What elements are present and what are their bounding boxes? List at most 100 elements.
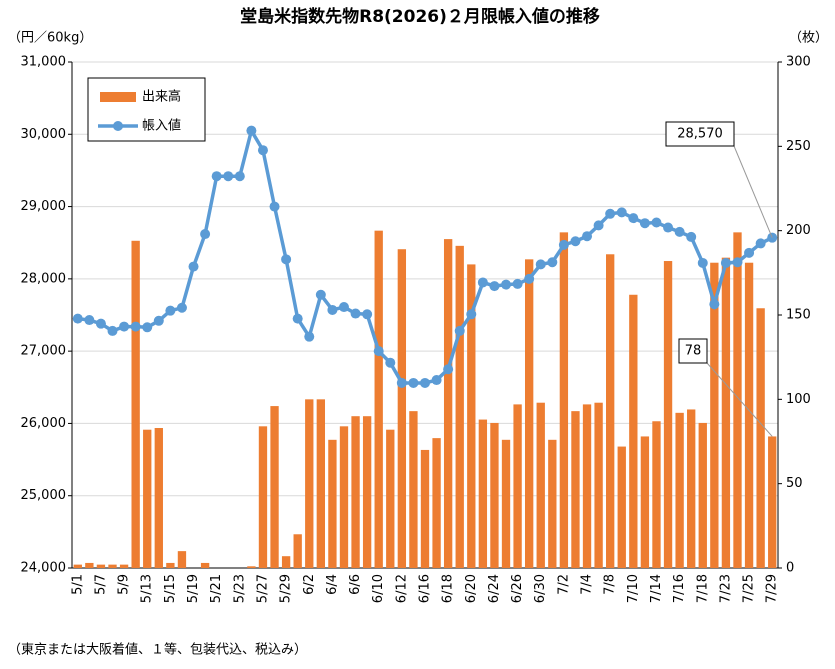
line-marker (697, 257, 708, 268)
line-marker (338, 302, 349, 313)
bar (524, 259, 534, 568)
x-tick-label: 6/16 (418, 574, 433, 603)
line-marker (246, 125, 257, 136)
bar (351, 416, 360, 568)
line-marker (176, 302, 187, 313)
line-marker (373, 346, 384, 357)
bar (374, 230, 383, 568)
bar (617, 446, 626, 568)
x-tick-label: 6/6 (348, 574, 363, 595)
line-marker (628, 213, 639, 224)
x-tick-label: 6/4 (325, 574, 340, 595)
line-marker (304, 331, 315, 342)
line-marker (200, 229, 211, 240)
y-tick-label: 28,000 (21, 271, 67, 286)
x-tick-label: 7/16 (672, 574, 687, 603)
x-tick-label: 6/18 (441, 574, 456, 603)
line-marker (466, 309, 477, 320)
y-tick-label: 25,000 (21, 488, 67, 503)
bar (548, 439, 557, 568)
line-marker (95, 318, 106, 329)
line-marker (744, 247, 755, 258)
line-marker (524, 273, 535, 284)
bar (513, 404, 522, 568)
line-marker (292, 313, 303, 324)
bar (73, 564, 82, 568)
line-marker (686, 231, 697, 242)
y-tick-label: 30,000 (21, 127, 67, 142)
bar (687, 409, 696, 568)
legend-box (87, 77, 206, 142)
bar (96, 564, 106, 568)
bar (571, 411, 580, 568)
bar (582, 404, 592, 568)
line-marker (709, 299, 720, 310)
annotation-box (678, 338, 708, 364)
bar (281, 556, 291, 568)
bar (293, 534, 302, 568)
bar (478, 419, 488, 568)
x-tick-label: 5/29 (279, 574, 294, 603)
y2-tick-label: 250 (786, 139, 811, 154)
bar (710, 262, 719, 568)
x-tick-label: 6/24 (487, 574, 502, 603)
x-tick-label: 6/10 (371, 574, 386, 603)
line-marker (385, 357, 396, 368)
line-marker (535, 259, 546, 270)
line-marker (142, 322, 153, 333)
x-tick-label: 5/23 (232, 574, 247, 603)
bar (305, 399, 314, 568)
bar (397, 249, 407, 568)
bar (200, 562, 210, 568)
legend-label: 出来高 (142, 89, 181, 105)
annotation: 78 (685, 344, 702, 359)
bar (629, 294, 638, 568)
line-marker (454, 325, 465, 336)
line-marker (281, 254, 292, 265)
legend-swatch (100, 92, 136, 102)
bar (432, 438, 441, 568)
bar (606, 254, 615, 568)
line-marker (651, 217, 662, 228)
bar (698, 422, 707, 568)
line-marker (315, 289, 326, 300)
line-marker (223, 171, 234, 182)
y-tick-label: 24,000 (21, 561, 67, 576)
x-tick-label: 6/12 (394, 574, 409, 603)
y-tick-label: 31,000 (21, 55, 67, 70)
line-marker (257, 145, 268, 156)
line-marker (501, 279, 512, 290)
bar (721, 257, 731, 568)
y-axis-label: （円／60kg） (8, 31, 92, 46)
line-marker (234, 171, 245, 182)
x-tick-label: 7/8 (603, 574, 618, 595)
y-tick-label: 27,000 (21, 344, 67, 359)
bar (328, 439, 337, 568)
line-marker (443, 364, 454, 375)
line-marker (408, 377, 419, 388)
bar (536, 402, 545, 568)
y2-tick-label: 50 (786, 476, 803, 491)
bar (744, 262, 754, 568)
bar (490, 422, 499, 568)
line-marker (547, 257, 558, 268)
line-marker (582, 231, 593, 242)
y-tick-label: 26,000 (21, 416, 67, 431)
line-marker (153, 315, 164, 326)
line-marker (119, 321, 130, 332)
x-tick-label: 7/18 (695, 574, 710, 603)
bar (675, 412, 684, 568)
line-marker (616, 207, 627, 218)
x-tick-label: 5/1 (70, 574, 85, 595)
x-tick-label: 6/20 (464, 574, 479, 603)
annotation-box (665, 121, 735, 147)
bar (143, 429, 152, 568)
bar (258, 426, 268, 568)
y2-tick-label: 200 (786, 223, 811, 238)
line-marker (639, 218, 650, 229)
y2-tick-label: 150 (786, 308, 811, 323)
line-marker (107, 325, 118, 336)
bar (166, 562, 175, 568)
bar (768, 436, 777, 568)
